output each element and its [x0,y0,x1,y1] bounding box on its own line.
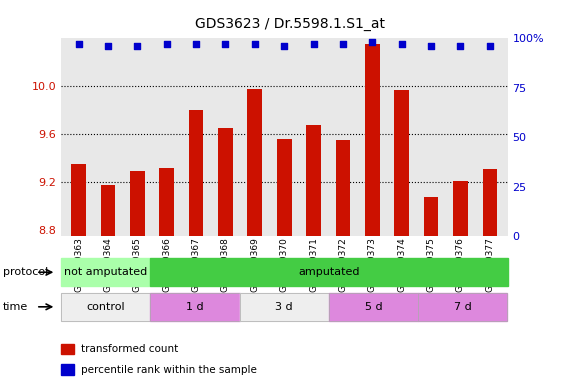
Text: 5 d: 5 d [365,302,382,312]
Point [133,43,142,50]
Point [485,43,495,50]
Text: control: control [86,302,125,312]
Bar [248,89,262,236]
Bar [160,168,174,236]
Point [397,41,407,47]
Point [250,41,259,47]
Bar [61,258,150,286]
Text: 1 d: 1 d [186,302,204,312]
Point [221,41,230,47]
Bar [329,293,418,321]
Bar [61,344,74,354]
Bar [365,45,380,236]
Bar [150,293,240,321]
Point [426,43,436,50]
Bar [188,110,204,236]
Text: transformed count: transformed count [81,344,178,354]
Point [74,41,83,47]
Bar [71,164,86,236]
Bar [240,293,329,321]
Bar [306,125,321,236]
Bar [150,293,240,321]
Bar [424,197,438,236]
Bar [150,258,508,286]
Point [280,43,289,50]
Text: GDS3623 / Dr.5598.1.S1_at: GDS3623 / Dr.5598.1.S1_at [195,17,385,31]
Text: protocol: protocol [3,267,48,277]
Text: amputated: amputated [298,267,360,277]
Bar [418,293,508,321]
Text: not amputated: not amputated [64,267,147,277]
Bar [329,293,418,321]
Point [191,41,201,47]
Point [162,41,171,47]
Point [368,39,377,45]
Bar [336,140,350,236]
Text: 7 d: 7 d [454,302,472,312]
Bar [61,293,150,321]
Bar [100,185,115,236]
Text: time: time [3,302,28,312]
Point [456,43,465,50]
Bar [61,293,150,321]
Bar [394,90,409,236]
Text: 3 d: 3 d [276,302,293,312]
Bar [483,169,497,236]
Bar [130,171,144,236]
Bar [453,181,468,236]
Bar [218,128,233,236]
Bar [418,293,508,321]
Point [103,43,113,50]
Bar [277,139,292,236]
Bar [61,364,74,375]
Text: percentile rank within the sample: percentile rank within the sample [81,364,257,374]
Point [309,41,318,47]
Point [338,41,347,47]
Bar [240,293,329,321]
